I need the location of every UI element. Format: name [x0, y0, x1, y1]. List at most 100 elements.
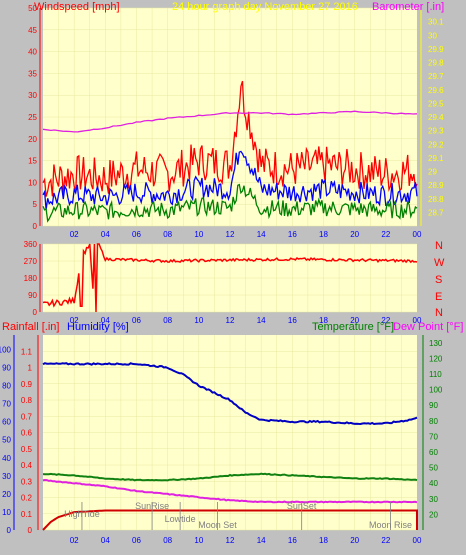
direction-x-tick-label: 08	[163, 316, 172, 325]
rainfall-y-tick-label: 1	[28, 364, 33, 373]
compass-n-bottom: N	[435, 307, 443, 319]
dew-point-trace	[42, 478, 418, 504]
humidity-y-tick-label: 100	[0, 345, 12, 354]
humidity-y-tick-label: 40	[2, 454, 11, 463]
event-marker-label: SunSet	[287, 501, 317, 511]
direction-y-tick-label: 90	[28, 291, 37, 300]
barometer-trace	[42, 110, 418, 133]
direction-x-tick-label: 22	[381, 316, 390, 325]
wind-y-tick-label: 25	[28, 113, 37, 122]
windspeed-axis-title: Windspeed [mph]	[34, 1, 120, 13]
temperature-y-tick-label: 90	[429, 401, 438, 410]
event-marker-label: Lowtide	[165, 514, 196, 524]
direction-x-tick-label: 00	[413, 316, 422, 325]
barometer-y-tick-label: 29.5	[428, 99, 444, 108]
humidity-y-tick-label: 50	[2, 436, 11, 445]
graph-title: 24 hour graph day November 27 2016	[172, 1, 358, 13]
lower-x-tick-label: 06	[132, 536, 141, 545]
top-x-tick-label: 04	[101, 230, 110, 239]
humidity-y-tick-label: 10	[2, 508, 11, 517]
top-x-tick-label: 18	[319, 230, 328, 239]
temperature-y-tick-label: 60	[429, 448, 438, 457]
event-marker-label: SunRise	[135, 501, 169, 511]
direction-y-tick-label: 0	[33, 308, 38, 317]
top-x-tick-label: 14	[257, 230, 266, 239]
temperature-y-tick-label: 80	[429, 417, 438, 426]
wind-y-tick-label: 30	[28, 91, 37, 100]
direction-x-tick-label: 12	[226, 316, 235, 325]
humidity-y-tick-label: 0	[7, 526, 12, 535]
barometer-axis-title: Barometer [.in]	[372, 1, 444, 13]
lower-x-tick-label: 08	[163, 536, 172, 545]
humidity-axis-title: Humidity [%]	[67, 321, 129, 333]
wind-y-tick-label: 45	[28, 26, 37, 35]
direction-x-tick-label: 18	[319, 316, 328, 325]
wind-y-tick-label: 5	[33, 200, 38, 209]
barometer-y-tick-label: 29.1	[428, 154, 444, 163]
dewpoint-axis-title: Dew Point [°F]	[393, 321, 463, 333]
rainfall-y-tick-label: 0.5	[21, 445, 33, 454]
direction-x-tick-label: 20	[350, 316, 359, 325]
wind-y-tick-label: 20	[28, 135, 37, 144]
rainfall-y-tick-label: 0.6	[21, 429, 33, 438]
wind-y-tick-label: 15	[28, 157, 37, 166]
lower-x-tick-label: 04	[101, 536, 110, 545]
barometer-y-tick-label: 29.6	[428, 86, 444, 95]
barometer-y-tick-label: 29.9	[428, 45, 444, 54]
rainfall-trace	[42, 509, 418, 531]
barometer-y-tick-label: 29.7	[428, 72, 444, 81]
direction-y-tick-label: 180	[24, 274, 38, 283]
lower-x-tick-label: 16	[288, 536, 297, 545]
temperature-trace	[42, 472, 418, 482]
humidity-y-tick-label: 90	[2, 364, 11, 373]
temperature-y-tick-label: 40	[429, 479, 438, 488]
temperature-y-tick-label: 30	[429, 495, 438, 504]
barometer-y-tick-label: 29.8	[428, 59, 444, 68]
event-marker-label: HighTide	[64, 509, 100, 519]
rainfall-y-tick-label: 0.2	[21, 494, 33, 503]
wind-y-tick-label: 10	[28, 178, 37, 187]
temperature-y-tick-label: 50	[429, 464, 438, 473]
event-marker-label: Moon Rise	[369, 520, 412, 530]
wind-y-tick-label: 35	[28, 69, 37, 78]
top-x-tick-label: 22	[381, 230, 390, 239]
direction-x-tick-label: 02	[70, 316, 79, 325]
wind-average-trace	[42, 150, 418, 210]
humidity-y-tick-label: 30	[2, 472, 11, 481]
compass-n-top: N	[435, 240, 443, 252]
wind-speed-trace	[42, 80, 418, 197]
wind-low-trace	[42, 183, 418, 223]
rainfall-y-tick-label: 0.7	[21, 412, 33, 421]
wind-y-tick-label: 40	[28, 48, 37, 57]
rainfall-y-tick-label: 0	[28, 526, 33, 535]
rainfall-y-tick-label: 0.8	[21, 396, 33, 405]
temperature-y-tick-label: 100	[429, 386, 443, 395]
rainfall-y-tick-label: 0.4	[21, 461, 33, 470]
barometer-y-tick-label: 29.4	[428, 113, 444, 122]
rainfall-y-tick-label: 0.3	[21, 477, 33, 486]
direction-x-tick-label: 04	[101, 316, 110, 325]
compass-w: W	[434, 257, 445, 269]
barometer-y-tick-label: 30.1	[428, 18, 444, 27]
compass-s: S	[435, 274, 442, 286]
barometer-y-tick-label: 29.2	[428, 140, 444, 149]
direction-y-tick-label: 360	[24, 240, 38, 249]
top-x-tick-label: 02	[70, 230, 79, 239]
lower-x-tick-label: 20	[350, 536, 359, 545]
temperature-y-tick-label: 70	[429, 432, 438, 441]
top-x-tick-label: 12	[226, 230, 235, 239]
temperature-axis-title: Temperature [°F]	[312, 321, 394, 333]
rainfall-y-tick-label: 1.1	[21, 347, 33, 356]
direction-x-tick-label: 16	[288, 316, 297, 325]
top-x-tick-label: 06	[132, 230, 141, 239]
rainfall-axis-title: Rainfall [.in]	[2, 321, 59, 333]
lower-x-tick-label: 12	[226, 536, 235, 545]
top-x-tick-label: 20	[350, 230, 359, 239]
humidity-trace	[42, 362, 418, 426]
temperature-y-tick-label: 110	[429, 370, 442, 379]
direction-y-tick-label: 270	[24, 257, 38, 266]
barometer-y-tick-label: 29	[428, 168, 437, 177]
top-x-tick-label: 00	[413, 230, 422, 239]
wind-y-tick-label: 0	[33, 222, 38, 231]
